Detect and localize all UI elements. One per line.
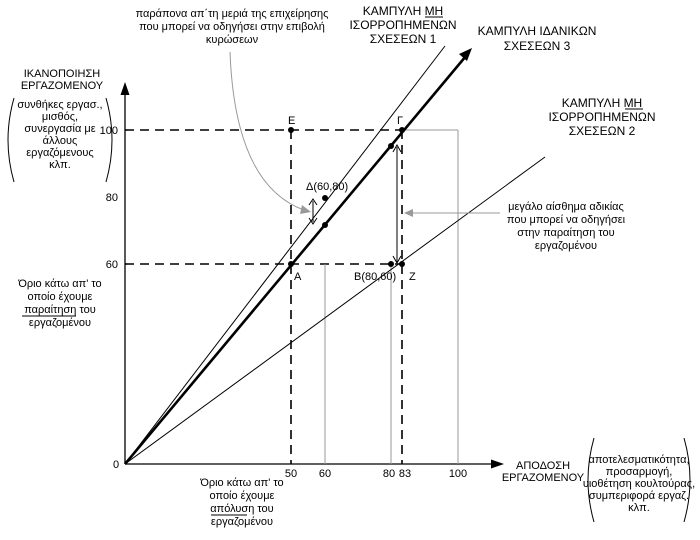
svg-text:ΣΧΕΣΕΩΝ 3: ΣΧΕΣΕΩΝ 3 [504,39,571,53]
svg-text:εργαζομένου: εργαζομένου [29,317,91,329]
complaints-pointer-arrowhead [300,205,311,214]
svg-text:ΚΑΜΠΥΛΗ ΙΔΑΝΙΚΩΝ: ΚΑΜΠΥΛΗ ΙΔΑΝΙΚΩΝ [478,24,597,38]
point-G-dot [399,127,405,133]
svg-text:ΙΣΟΡΡΟΠΗΜΕΝΩΝ: ΙΣΟΡΡΟΠΗΜΕΝΩΝ [349,18,456,32]
point-B-label: Β(80,60) [354,271,396,283]
x-tick-50: 50 [285,468,297,480]
curve-3-line [124,55,467,465]
svg-text:που μπορεί να οδηγήσει στην επ: που μπορεί να οδηγήσει στην επιβολή [139,21,325,33]
point-A-label: Α [294,271,302,283]
injustice-gap-arrow-top [392,143,402,153]
point-D-label: Δ(60,80) [306,181,348,193]
svg-text:εργαζόμενους: εργαζόμενους [26,147,93,159]
svg-text:υιοθέτηση κουλτούρας,: υιοθέτηση κουλτούρας, [583,478,695,490]
y-tick-60: 60 [106,259,118,271]
svg-text:ΙΣΟΡΡΟΠΗΜΕΝΩΝ: ΙΣΟΡΡΟΠΗΜΕΝΩΝ [548,110,655,124]
y-axis-arrowhead [120,82,130,95]
origin-label: 0 [113,459,119,471]
x-note-left-paren [587,437,595,523]
curve-3-arrowhead [459,48,472,61]
y-tick-80: 80 [106,192,118,204]
svg-text:εργαζομένου: εργαζομένου [211,516,273,528]
point-E-dot [288,127,294,133]
svg-text:προσαρμογή,: προσαρμογή, [606,466,673,478]
svg-text:ΕΡΓΑΖΟΜΕΝΟΥ: ΕΡΓΑΖΟΜΕΝΟΥ [502,472,585,484]
svg-text:παραίτηση του: παραίτηση του [24,304,96,316]
svg-text:ΣΧΕΣΕΩΝ 2: ΣΧΕΣΕΩΝ 2 [569,124,636,138]
svg-text:οποίο έχουμε: οποίο έχουμε [210,490,275,502]
svg-text:ΕΡΓΑΖΟΜΕΝΟΥ: ΕΡΓΑΖΟΜΕΝΟΥ [21,80,104,92]
x-axis-arrowhead [491,459,504,469]
curve-2-label: ΚΑΜΠΥΛΗ ΜΗ ΙΣΟΡΡΟΠΗΜΕΝΩΝ ΣΧΕΣΕΩΝ 2 [548,96,655,138]
complaints-annotation: παράπονα απ΄τη μεριά της επιχείρησης που… [136,8,329,46]
svg-text:αποτελεσματικότητα,: αποτελεσματικότητα, [588,454,689,466]
curve-1-line [124,45,446,465]
point-D-dot [322,195,328,201]
dismissal-annotation: Όριο κάτω απ' το οποίο έχουμε απόλυση το… [199,477,283,528]
complaints-gap-arrow-top [308,198,318,206]
point-curve3-x60 [322,222,328,228]
complaints-pointer [229,51,305,211]
svg-text:στην παραίτηση του: στην παραίτηση του [517,227,614,239]
svg-text:απόλυση του: απόλυση του [210,503,273,515]
y-note-right-paren [105,97,113,183]
y-axis-title: ΙΚΑΝΟΠΟΙΗΣΗ ΕΡΓΑΖΟΜΕΝΟΥ [21,68,104,92]
svg-text:άλλους: άλλους [43,135,78,147]
point-B-dot [388,261,394,267]
point-A-dot [288,261,294,267]
curve-1-label: ΚΑΜΠΥΛΗ ΜΗ ΙΣΟΡΡΟΠΗΜΕΝΩΝ ΣΧΕΣΕΩΝ 1 [349,4,456,46]
x-tick-80: 80 [383,468,395,480]
injustice-pointer-arrowhead [404,209,413,217]
svg-text:μισθός,: μισθός, [42,111,78,123]
x-tick-60: 60 [319,468,331,480]
svg-text:ΚΑΜΠΥΛΗ ΜΗ: ΚΑΜΠΥΛΗ ΜΗ [363,4,443,18]
x-tick-100: 100 [449,468,467,480]
curve-3-label: ΚΑΜΠΥΛΗ ΙΔΑΝΙΚΩΝ ΣΧΕΣΕΩΝ 3 [478,24,597,53]
y-axis-note: συνθήκες εργασ., μισθός, συνεργασία με ά… [17,99,102,171]
x-note-right-paren [683,437,691,523]
curve-2-line [124,156,546,465]
point-Z-dot [399,261,405,267]
point-E-label: Ε [288,115,295,127]
svg-text:εργαζομένου: εργαζομένου [535,240,597,252]
injustice-gap-arrow-bottom [392,255,402,265]
svg-text:ΙΚΑΝΟΠΟΙΗΣΗ: ΙΚΑΝΟΠΟΙΗΣΗ [24,68,101,80]
point-curve1-x80 [388,143,394,149]
svg-text:ΣΧΕΣΕΩΝ 1: ΣΧΕΣΕΩΝ 1 [370,32,437,46]
x-axis-note: αποτελεσματικότητα, προσαρμογή, υιοθέτησ… [583,454,695,514]
point-G-label: Γ [397,115,403,127]
svg-text:ΑΠΟΔΟΣΗ: ΑΠΟΔΟΣΗ [516,460,570,472]
svg-text:συνθήκες εργασ.,: συνθήκες εργασ., [17,99,102,111]
svg-text:μεγάλο αίσθημα αδικίας: μεγάλο αίσθημα αδικίας [508,201,624,213]
svg-text:κυρώσεων: κυρώσεων [206,34,259,46]
y-tick-100: 100 [100,125,118,137]
injustice-annotation: μεγάλο αίσθημα αδικίας που μπορεί να οδη… [507,201,626,252]
svg-text:Όριο κάτω απ' το: Όριο κάτω απ' το [199,477,283,489]
svg-text:ΚΑΜΠΥΛΗ ΜΗ: ΚΑΜΠΥΛΗ ΜΗ [562,96,642,110]
svg-text:οποίο έχουμε: οποίο έχουμε [28,291,93,303]
y-note-left-paren [7,97,15,183]
svg-text:που μπορεί να οδηγήσει: που μπορεί να οδηγήσει [507,214,626,226]
svg-text:κλπ.: κλπ. [49,159,71,171]
point-Z-label: Ζ [409,271,416,283]
x-axis-title: ΑΠΟΔΟΣΗ ΕΡΓΑΖΟΜΕΝΟΥ [502,460,585,484]
svg-text:κλπ.: κλπ. [628,502,650,514]
complaints-gap-arrow-bottom [308,217,318,225]
x-tick-83: 83 [399,468,411,480]
resignation-annotation: Όριο κάτω απ' το οποίο έχουμε παραίτηση … [17,278,101,329]
svg-text:παράπονα απ΄τη μεριά της επιχε: παράπονα απ΄τη μεριά της επιχείρησης [136,8,329,20]
svg-text:συνεργασία με: συνεργασία με [24,123,95,135]
svg-text:Όριο κάτω απ' το: Όριο κάτω απ' το [17,278,101,290]
svg-text:συμπεριφορά εργαζ.: συμπεριφορά εργαζ. [589,490,689,502]
